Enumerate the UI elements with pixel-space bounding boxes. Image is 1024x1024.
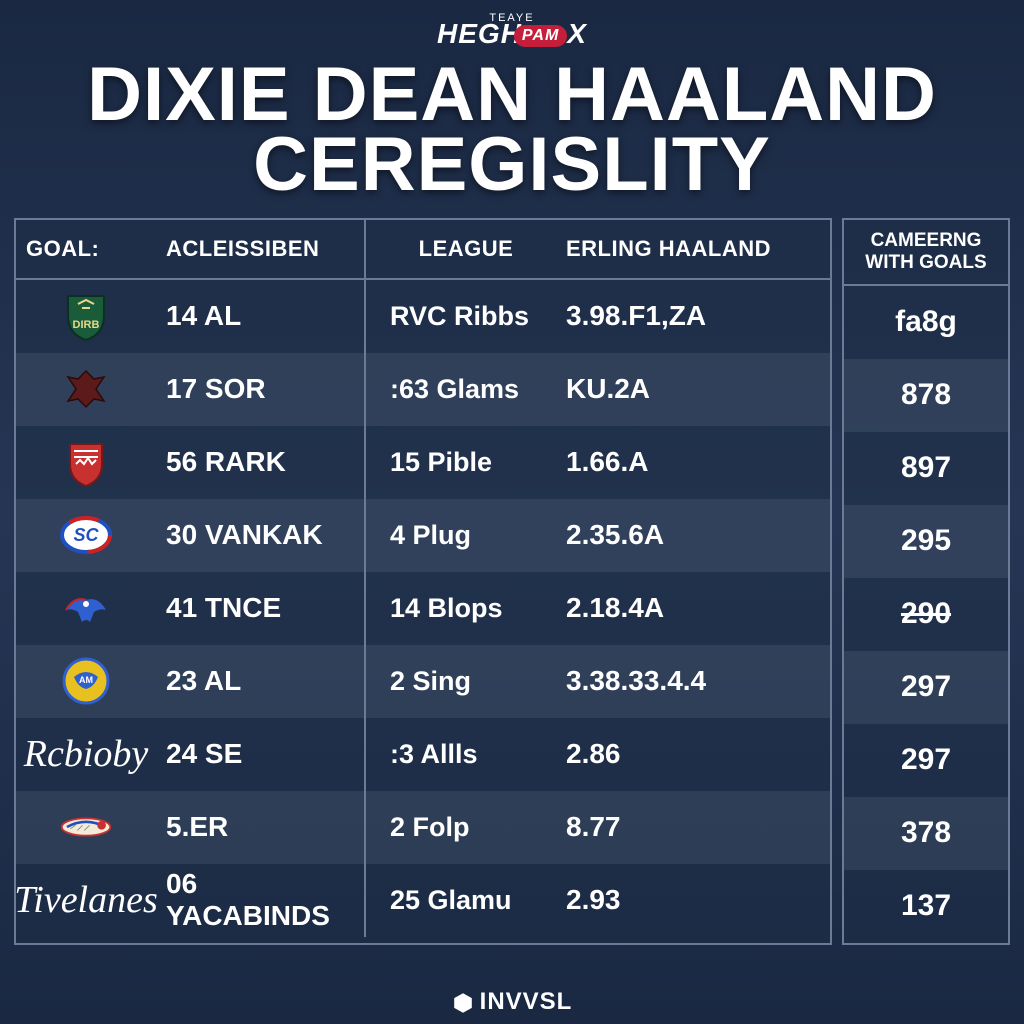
main-table-header: GOAL: ACLEISSIBEN LEAGUE ERLING HAALAND	[16, 220, 830, 280]
team-script-logo: Tivelanes	[14, 878, 158, 922]
footer-text: INVVSL	[480, 988, 573, 1015]
cell-erling: 1.66.A	[556, 446, 830, 478]
cell-badge: DIRB	[16, 290, 156, 342]
cell-league: 15 Pible	[366, 447, 556, 478]
team-badge-icon	[60, 582, 112, 634]
cell-erling: 8.77	[556, 811, 830, 843]
cell-acleissiben: 24 SE	[156, 718, 366, 791]
svg-text:DIRB: DIRB	[73, 319, 100, 331]
cell-league: 2 Folp	[366, 812, 556, 843]
side-cell-goals: 297	[844, 651, 1008, 724]
cell-acleissiben: 5.ER	[156, 791, 366, 864]
table-row: 41 TNCE 14 Blops 2.18.4A	[16, 572, 830, 645]
cell-badge	[16, 436, 156, 488]
cell-erling: 2.18.4A	[556, 592, 830, 624]
cell-acleissiben: 14 AL	[156, 280, 366, 353]
side-cell-goals: 290	[844, 578, 1008, 651]
team-badge-icon: SC	[60, 509, 112, 561]
cell-badge	[16, 363, 156, 415]
cell-badge	[16, 801, 156, 853]
table-row: 17 SOR :63 Glams KU.2A	[16, 353, 830, 426]
team-badge-icon	[60, 436, 112, 488]
table-row: SC 30 VANKAK 4 Plug 2.35.6A	[16, 499, 830, 572]
team-badge-icon	[60, 363, 112, 415]
cell-league: 2 Sing	[366, 666, 556, 697]
cell-badge: SC	[16, 509, 156, 561]
brand-logo: TEAYE HEGHPAMX	[0, 0, 1024, 60]
col-header-side: CAMEERNG WITH GOALS	[844, 220, 1008, 286]
table-row: Rcbioby 24 SE :3 Allls 2.86	[16, 718, 830, 791]
page-title: DIXIE DEAN HAALAND CEREGISLITY	[0, 60, 1024, 218]
side-cell-goals: 878	[844, 359, 1008, 432]
cell-acleissiben: 30 VANKAK	[156, 499, 366, 572]
team-badge-icon: DIRB	[60, 290, 112, 342]
cell-erling: 3.38.33.4.4	[556, 665, 830, 697]
cell-acleissiben: 23 AL	[156, 645, 366, 718]
cell-erling: 3.98.F1,ZA	[556, 300, 830, 332]
side-cell-goals: 378	[844, 797, 1008, 870]
logo-suffix: X	[567, 18, 587, 49]
side-cell-goals: 297	[844, 724, 1008, 797]
team-script-logo: Rcbioby	[24, 732, 149, 776]
cell-acleissiben: 41 TNCE	[156, 572, 366, 645]
table-row: DIRB 14 AL RVC Ribbs 3.98.F1,ZA	[16, 280, 830, 353]
cell-league: 4 Plug	[366, 520, 556, 551]
cell-acleissiben: 06 YACABINDS	[156, 864, 366, 937]
cell-league: :63 Glams	[366, 374, 556, 405]
table-row: 5.ER 2 Folp 8.77	[16, 791, 830, 864]
side-cell-goals: fa8g	[844, 286, 1008, 359]
cell-acleissiben: 56 RARK	[156, 426, 366, 499]
title-line-2: CEREGISLITY	[253, 122, 771, 207]
team-badge-icon	[60, 801, 112, 853]
svg-text:AM: AM	[79, 675, 93, 685]
cube-icon	[452, 992, 474, 1014]
svg-text:SC: SC	[73, 525, 99, 545]
side-cell-goals: 137	[844, 870, 1008, 943]
cell-league: :3 Allls	[366, 739, 556, 770]
cell-erling: KU.2A	[556, 373, 830, 405]
col-header-league: LEAGUE	[366, 220, 556, 278]
cell-league: RVC Ribbs	[366, 301, 556, 332]
col-header-goal: GOAL:	[16, 220, 156, 278]
footer-brand: INVVSL	[0, 988, 1024, 1016]
cell-erling: 2.93	[556, 884, 830, 916]
table-row: AM 23 AL 2 Sing 3.38.33.4.4	[16, 645, 830, 718]
tables-container: GOAL: ACLEISSIBEN LEAGUE ERLING HAALAND …	[0, 218, 1024, 945]
table-row: 56 RARK 15 Pible 1.66.A	[16, 426, 830, 499]
cell-erling: 2.35.6A	[556, 519, 830, 551]
table-row: Tivelanes 06 YACABINDS 25 Glamu 2.93	[16, 864, 830, 937]
cell-badge	[16, 582, 156, 634]
col-header-acleissiben: ACLEISSIBEN	[156, 220, 366, 278]
col-header-erling: ERLING HAALAND	[556, 220, 830, 278]
main-table: GOAL: ACLEISSIBEN LEAGUE ERLING HAALAND …	[14, 218, 832, 945]
logo-badge: PAM	[514, 25, 567, 47]
cell-badge: Rcbioby	[16, 732, 156, 776]
cell-league: 25 Glamu	[366, 885, 556, 916]
cell-acleissiben: 17 SOR	[156, 353, 366, 426]
logo-main-text: HEGH	[437, 18, 522, 49]
cell-league: 14 Blops	[366, 593, 556, 624]
side-table: CAMEERNG WITH GOALS fa8g8788972952902972…	[842, 218, 1010, 945]
cell-badge: Tivelanes	[16, 878, 156, 922]
side-cell-goals: 295	[844, 505, 1008, 578]
cell-badge: AM	[16, 655, 156, 707]
team-badge-icon: AM	[60, 655, 112, 707]
side-cell-goals: 897	[844, 432, 1008, 505]
cell-erling: 2.86	[556, 738, 830, 770]
